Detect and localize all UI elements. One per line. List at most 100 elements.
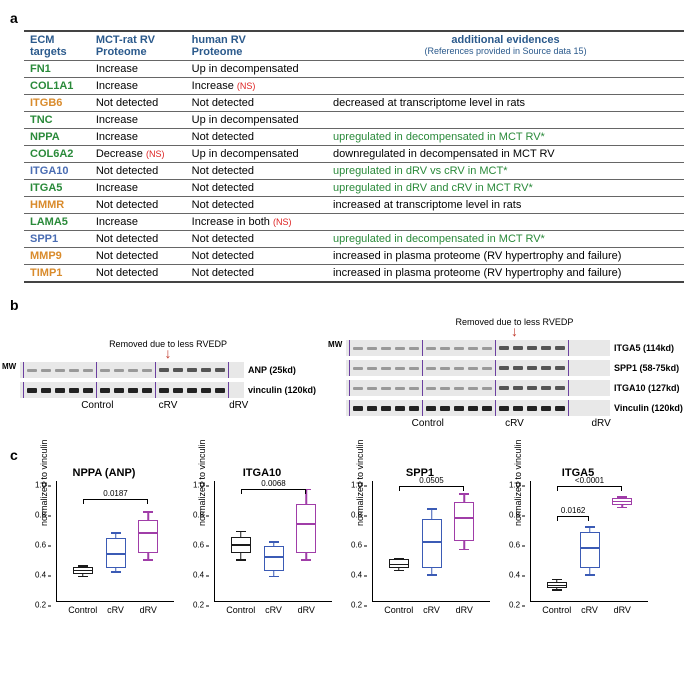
table-row: MMP9Not detectedNot detectedincreased in… bbox=[24, 248, 684, 265]
mct-cell: Increase bbox=[90, 214, 186, 231]
ytick-label: 0.6 bbox=[193, 541, 204, 550]
ytick-label: 0.2 bbox=[509, 601, 520, 610]
panel-b-container: Removed due to less RVEDP↓ MWANP (25kd)v… bbox=[20, 317, 696, 429]
ytick-label: 0.2 bbox=[351, 601, 362, 610]
human-cell: Increase (NS) bbox=[186, 78, 327, 95]
p-value-label: 0.0187 bbox=[103, 489, 127, 498]
protein-label: ITGA10 (127kd) bbox=[614, 383, 680, 393]
ytick-label: 0.2 bbox=[35, 601, 46, 610]
band-strip bbox=[346, 340, 610, 356]
arrow-icon: ↓ bbox=[511, 323, 518, 339]
evid-cell: increased at transcriptome level in rats bbox=[327, 197, 684, 214]
gene-cell: ITGA10 bbox=[24, 163, 90, 180]
condition-label: cRV bbox=[471, 418, 558, 429]
mw-label: MW bbox=[328, 340, 342, 349]
condition-label: Control bbox=[384, 418, 471, 429]
human-cell: Not detected bbox=[186, 231, 327, 248]
gene-cell: MMP9 bbox=[24, 248, 90, 265]
mct-cell: Not detected bbox=[90, 197, 186, 214]
gene-cell: LAMA5 bbox=[24, 214, 90, 231]
band-strip bbox=[346, 400, 610, 416]
ytick-label: 0.4 bbox=[193, 571, 204, 580]
gene-cell: TNC bbox=[24, 112, 90, 129]
y-axis-label: normalized to vinculin bbox=[197, 439, 207, 526]
x-category-label: cRV bbox=[423, 605, 440, 615]
x-category-label: cRV bbox=[265, 605, 282, 615]
th-ecm: ECM targets bbox=[24, 31, 90, 61]
boxplot-chart: ITGA50.20.40.60.81.0normalized to vincul… bbox=[508, 467, 648, 602]
band-strip bbox=[346, 380, 610, 396]
x-category-label: cRV bbox=[581, 605, 598, 615]
blot-left: Removed due to less RVEDP↓ MWANP (25kd)v… bbox=[20, 339, 316, 429]
boxplot-chart: NPPA (ANP) 0.20.40.60.81.0normalized to v… bbox=[34, 467, 174, 602]
x-category-label: dRV bbox=[614, 605, 631, 615]
th-mct: MCT-rat RV Proteome bbox=[90, 31, 186, 61]
mct-cell: Not detected bbox=[90, 231, 186, 248]
ytick-label: 0.4 bbox=[351, 571, 362, 580]
table-row: SPP1Not detectedNot detectedupregulated … bbox=[24, 231, 684, 248]
table-row: ITGA5IncreaseNot detectedupregulated in … bbox=[24, 180, 684, 197]
blot-right: Removed due to less RVEDP↓ MWITGA5 (114k… bbox=[346, 317, 683, 429]
evid-cell bbox=[327, 78, 684, 95]
p-value-label: <0.0001 bbox=[575, 476, 604, 485]
gene-cell: COL6A2 bbox=[24, 146, 90, 163]
mct-cell: Increase bbox=[90, 129, 186, 146]
evid-cell: increased in plasma proteome (RV hypertr… bbox=[327, 248, 684, 265]
th-evid: additional evidences (References provide… bbox=[327, 31, 684, 61]
p-bracket bbox=[83, 499, 149, 504]
blot-note-left: Removed due to less RVEDP↓ bbox=[109, 339, 227, 360]
x-category-label: dRV bbox=[456, 605, 473, 615]
ytick-label: 0.4 bbox=[35, 571, 46, 580]
table-row: HMMRNot detectedNot detectedincreased at… bbox=[24, 197, 684, 214]
chart-title: NPPA (ANP) bbox=[34, 467, 174, 479]
panel-c-label: c bbox=[10, 447, 696, 463]
protein-label: ITGA5 (114kd) bbox=[614, 343, 674, 353]
plot-area: 0.20.40.60.81.0normalized to vinculinCon… bbox=[372, 481, 490, 602]
condition-label: Control bbox=[58, 400, 137, 411]
evid-cell bbox=[327, 61, 684, 78]
p-bracket bbox=[399, 486, 465, 491]
human-cell: Up in decompensated bbox=[186, 146, 327, 163]
ytick-label: 0.2 bbox=[193, 601, 204, 610]
evid-cell bbox=[327, 112, 684, 129]
x-category-label: dRV bbox=[298, 605, 315, 615]
band-row: SPP1 (58-75kd) bbox=[346, 360, 683, 376]
human-cell: Not detected bbox=[186, 197, 327, 214]
gene-cell: NPPA bbox=[24, 129, 90, 146]
band-strip bbox=[346, 360, 610, 376]
x-category-label: Control bbox=[68, 605, 97, 615]
gene-cell: ITGB6 bbox=[24, 95, 90, 112]
mct-cell: Increase bbox=[90, 78, 186, 95]
gene-cell: COL1A1 bbox=[24, 78, 90, 95]
condition-label: cRV bbox=[137, 400, 200, 411]
band-strip bbox=[20, 362, 244, 378]
plot-area: 0.20.40.60.81.0normalized to vinculinCon… bbox=[56, 481, 174, 602]
ytick-label: 0.4 bbox=[509, 571, 520, 580]
x-category-label: dRV bbox=[140, 605, 157, 615]
human-cell: Up in decompensated bbox=[186, 61, 327, 78]
table-row: ITGA10Not detectedNot detectedupregulate… bbox=[24, 163, 684, 180]
band-row: ITGA10 (127kd) bbox=[346, 380, 683, 396]
boxplot-chart: ITGA100.20.40.60.81.0normalized to vincu… bbox=[192, 467, 332, 602]
band-row: Vinculin (120kd) bbox=[346, 400, 683, 416]
table-row: FN1IncreaseUp in decompensated bbox=[24, 61, 684, 78]
human-cell: Increase in both (NS) bbox=[186, 214, 327, 231]
human-cell: Not detected bbox=[186, 265, 327, 283]
panel-c-container: NPPA (ANP) 0.20.40.60.81.0normalized to v… bbox=[34, 467, 696, 602]
p-value-label: 0.0162 bbox=[561, 506, 585, 515]
protein-label: SPP1 (58-75kd) bbox=[614, 363, 679, 373]
boxplot-chart: SPP10.20.40.60.81.0normalized to vinculi… bbox=[350, 467, 490, 602]
evid-cell: upregulated in decompensated in MCT RV* bbox=[327, 231, 684, 248]
gene-cell: TIMP1 bbox=[24, 265, 90, 283]
human-cell: Not detected bbox=[186, 248, 327, 265]
x-category-label: cRV bbox=[107, 605, 124, 615]
plot-area: 0.20.40.60.81.0normalized to vinculinCon… bbox=[214, 481, 332, 602]
mw-label: MW bbox=[2, 362, 16, 371]
evid-cell: downregulated in decompensated in MCT RV bbox=[327, 146, 684, 163]
evid-cell bbox=[327, 214, 684, 231]
ytick-label: 0.6 bbox=[509, 541, 520, 550]
table-row: TIMP1Not detectedNot detectedincreased i… bbox=[24, 265, 684, 283]
blot-note-right: Removed due to less RVEDP↓ bbox=[456, 317, 574, 338]
x-category-label: Control bbox=[542, 605, 571, 615]
table-row: COL6A2Decrease (NS)Up in decompensateddo… bbox=[24, 146, 684, 163]
